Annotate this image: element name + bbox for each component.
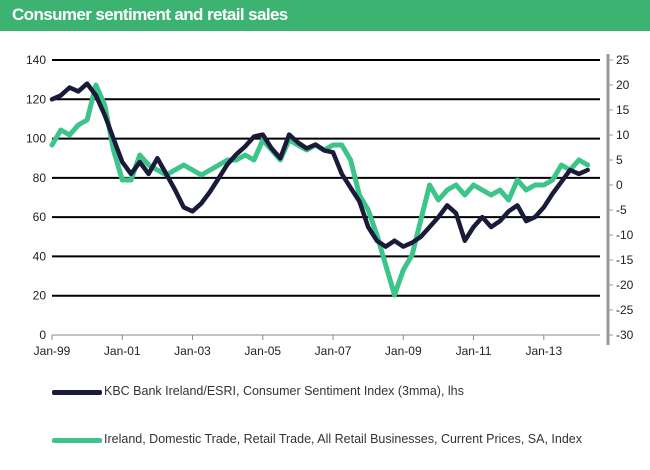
y-right-tick-label: 0 <box>616 178 623 192</box>
y-right-tick-label: -30 <box>616 328 634 342</box>
y-left-tick-label: 140 <box>26 53 46 67</box>
y-right-tick-label: -5 <box>616 203 627 217</box>
legend-swatch <box>52 390 102 395</box>
x-tick-label: Jan-07 <box>315 344 352 358</box>
y-left-tick-label: 60 <box>33 210 47 224</box>
x-tick-label: Jan-09 <box>385 344 422 358</box>
y-right-tick-label: 10 <box>616 128 630 142</box>
y-right-tick-label: -10 <box>616 228 634 242</box>
y-right-tick-label: -20 <box>616 278 634 292</box>
x-tick-label: Jan-01 <box>104 344 141 358</box>
y-left-tick-label: 40 <box>33 249 47 263</box>
y-left-tick-label: 100 <box>26 132 46 146</box>
legend-label: Ireland, Domestic Trade, Retail Trade, A… <box>104 432 582 446</box>
x-tick-label: Jan-13 <box>525 344 562 358</box>
y-left-tick-label: 80 <box>33 171 47 185</box>
x-tick-label: Jan-99 <box>34 344 71 358</box>
y-right-tick-label: -15 <box>616 253 634 267</box>
y-right-tick-label: 20 <box>616 78 630 92</box>
y-left-tick-label: 20 <box>33 289 47 303</box>
legend-label: KBC Bank Ireland/ESRI, Consumer Sentimen… <box>104 384 464 398</box>
x-tick-label: Jan-03 <box>174 344 211 358</box>
y-left-tick-label: 0 <box>39 328 46 342</box>
y-right-tick-label: 25 <box>616 53 630 67</box>
x-tick-label: Jan-05 <box>244 344 281 358</box>
y-left-tick-label: 120 <box>26 92 46 106</box>
x-tick-label: Jan-11 <box>456 344 492 358</box>
chart-area: 0 20 40 60 80 100 120 140 -30 -25 -20 -15 -10 -5 0 5 10 1… <box>26 53 634 358</box>
y-right-tick-label: 5 <box>616 153 623 167</box>
legend-swatch <box>52 438 102 443</box>
series-line-retail <box>49 82 591 298</box>
series-line-sentiment <box>49 81 590 249</box>
y-right-tick-label: 15 <box>616 103 630 117</box>
title-bar: Consumer sentiment and retail sales <box>0 0 650 31</box>
y-right-tick-label: -25 <box>616 303 634 317</box>
chart-title: Consumer sentiment and retail sales <box>12 5 288 24</box>
